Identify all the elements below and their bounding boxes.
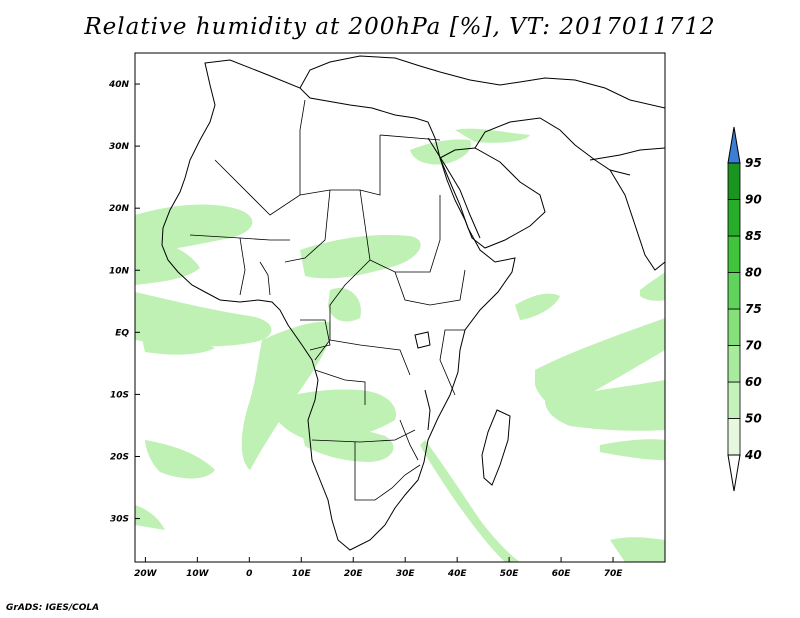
y-axis-ticks: 40N 30N 20N 10N EQ 10S 20S 30S xyxy=(108,80,140,525)
colorbar-label: 95 xyxy=(745,156,762,170)
colorbar-label: 85 xyxy=(745,229,762,243)
y-tick-label: 30S xyxy=(110,515,129,525)
y-tick-label: 30N xyxy=(109,142,130,152)
colorbar-label: 60 xyxy=(745,375,762,389)
humidity-shading xyxy=(135,128,665,562)
colorbar-swatch xyxy=(727,235,741,273)
colorbar-label: 80 xyxy=(745,266,762,280)
map-frame xyxy=(134,52,666,563)
credit-label: GrADS: IGES/COLA xyxy=(6,603,100,613)
x-tick-label: 60E xyxy=(552,569,572,579)
colorbar-under-arrow xyxy=(727,454,741,492)
colorbar-over-arrow xyxy=(727,126,741,164)
map-title: Relative humidity at 200hPa [%], VT: 201… xyxy=(84,14,716,40)
colorbar-label: 90 xyxy=(745,193,762,207)
x-tick-label: 0 xyxy=(246,569,252,579)
x-tick-label: 70E xyxy=(604,569,624,579)
x-tick-label: 10W xyxy=(186,569,210,579)
y-tick-label: 20S xyxy=(110,452,129,462)
y-tick-label: 10S xyxy=(110,390,129,400)
x-tick-label: 20W xyxy=(134,569,158,579)
colorbar-label: 75 xyxy=(745,302,762,316)
y-tick-label: 40N xyxy=(108,80,130,90)
y-tick-label: 10N xyxy=(109,266,130,276)
x-axis-ticks: 20W 10W 0 10E 20E 30E 40E 50E 60E 70E xyxy=(134,557,623,579)
colorbar-swatch xyxy=(727,272,741,310)
colorbar: 40 50 60 70 75 80 85 90 95 xyxy=(727,126,762,492)
colorbar-swatch xyxy=(727,308,741,346)
country-borders xyxy=(189,99,466,501)
x-tick-label: 20E xyxy=(344,569,364,579)
coastlines xyxy=(161,55,665,551)
colorbar-label: 70 xyxy=(745,339,762,353)
x-tick-label: 50E xyxy=(500,569,520,579)
y-tick-label: EQ xyxy=(115,328,129,338)
x-tick-label: 10E xyxy=(292,569,312,579)
x-tick-label: 40E xyxy=(447,569,468,579)
colorbar-swatch xyxy=(727,345,741,383)
colorbar-label: 40 xyxy=(744,448,762,462)
x-tick-label: 30E xyxy=(396,569,416,579)
colorbar-swatch xyxy=(727,162,741,200)
colorbar-swatch xyxy=(727,418,741,456)
colorbar-swatch xyxy=(727,199,741,237)
colorbar-label: 50 xyxy=(745,412,762,426)
colorbar-swatch xyxy=(727,381,741,419)
y-tick-label: 20N xyxy=(109,204,130,214)
